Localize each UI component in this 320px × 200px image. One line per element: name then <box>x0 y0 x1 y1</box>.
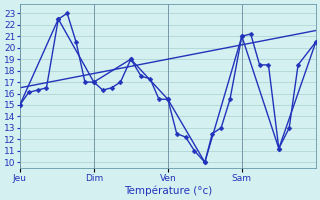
X-axis label: Température (°c): Température (°c) <box>124 185 212 196</box>
